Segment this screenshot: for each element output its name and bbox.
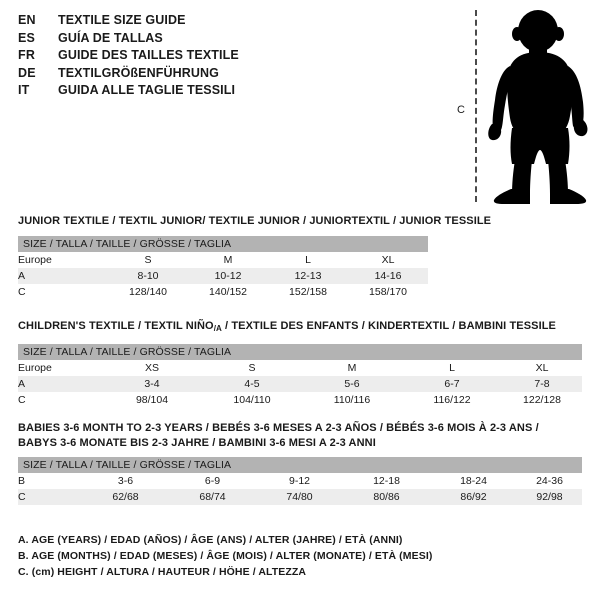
legend-item-c: C. (cm) HEIGHT / ALTURA / HAUTEUR / HÖHE… — [18, 566, 307, 578]
cell: 3-6 — [82, 473, 169, 489]
row-label: C — [18, 391, 102, 408]
junior-size-table: SIZE / TALLA / TAILLE / GRÖSSE / TAGLIA … — [18, 235, 428, 300]
height-measure-label: C — [457, 104, 465, 116]
cell: 24-36 — [517, 473, 582, 489]
language-row: FR GUIDE DES TAILLES TEXTILE — [18, 48, 418, 66]
guide-title: TEXTILGRÖßENFÜHRUNG — [58, 65, 219, 80]
cell: 92/98 — [517, 489, 582, 505]
section-title-babies-line2: BABYS 3-6 MONATE BIS 2-3 JAHRE / BAMBINI… — [18, 436, 376, 449]
cell: 9-12 — [256, 473, 343, 489]
table-row: A 8-10 10-12 12-13 14-16 — [18, 267, 428, 284]
cell: 4-5 — [202, 375, 302, 392]
row-label: Europe — [18, 251, 108, 268]
cell: 86/92 — [430, 489, 517, 505]
language-row: DE TEXTILGRÖßENFÜHRUNG — [18, 66, 418, 84]
children-size-table: SIZE / TALLA / TAILLE / GRÖSSE / TAGLIA … — [18, 343, 582, 408]
section-junior-textile: JUNIOR TEXTILE / TEXTIL JUNIOR/ TEXTILE … — [18, 214, 491, 300]
cell: 62/68 — [82, 489, 169, 505]
table-header-bar: SIZE / TALLA / TAILLE / GRÖSSE / TAGLIA — [18, 343, 582, 360]
legend-list: A. AGE (YEARS) / EDAD (AÑOS) / ÂGE (ANS)… — [18, 532, 432, 580]
cell: M — [188, 251, 268, 268]
cell: 68/74 — [169, 489, 256, 505]
table-row: B 3-6 6-9 9-12 12-18 18-24 24-36 — [18, 473, 582, 489]
cell: 158/170 — [348, 283, 428, 300]
cell: 6-7 — [402, 375, 502, 392]
cell: 110/116 — [302, 391, 402, 408]
cell: L — [268, 251, 348, 268]
size-bar-label: SIZE / TALLA / TAILLE / GRÖSSE / TAGLIA — [18, 235, 428, 252]
cell: 152/158 — [268, 283, 348, 300]
section-title-junior: JUNIOR TEXTILE / TEXTIL JUNIOR/ TEXTILE … — [18, 215, 492, 227]
table-row: A 3-4 4-5 5-6 6-7 7-8 — [18, 375, 582, 392]
legend-item-a: A. AGE (YEARS) / EDAD (AÑOS) / ÂGE (ANS)… — [18, 534, 403, 546]
cell: 98/104 — [102, 391, 202, 408]
language-row: EN TEXTILE SIZE GUIDE — [18, 13, 418, 31]
row-label: B — [18, 473, 82, 489]
cell: 5-6 — [302, 375, 402, 392]
cell: 7-8 — [502, 375, 582, 392]
table-header-bar: SIZE / TALLA / TAILLE / GRÖSSE / TAGLIA — [18, 457, 582, 473]
section-title-children-sub: /A — [213, 324, 222, 333]
cell: 12-18 — [343, 473, 430, 489]
table-row: Europe XS S M L XL — [18, 359, 582, 376]
measurement-figure: C — [440, 0, 600, 210]
height-measure-line — [475, 10, 477, 202]
cell: 104/110 — [202, 391, 302, 408]
language-code: DE — [18, 65, 36, 80]
size-bar-label: SIZE / TALLA / TAILLE / GRÖSSE / TAGLIA — [18, 457, 582, 473]
cell: 18-24 — [430, 473, 517, 489]
cell: 3-4 — [102, 375, 202, 392]
cell: 128/140 — [108, 283, 188, 300]
legend-item-b: B. AGE (MONTHS) / EDAD (MESES) / ÂGE (MO… — [18, 550, 433, 562]
language-code: EN — [18, 13, 36, 27]
cell: XS — [102, 359, 202, 376]
language-code: ES — [18, 30, 36, 45]
cell: S — [202, 359, 302, 376]
section-childrens-textile: CHILDREN'S TEXTILE / TEXTIL NIÑO/A / TEX… — [18, 319, 582, 408]
table-row: C 62/68 68/74 74/80 80/86 86/92 92/98 — [18, 489, 582, 505]
table-row: C 98/104 104/110 110/116 116/122 122/128 — [18, 391, 582, 408]
cell: 10-12 — [188, 267, 268, 284]
language-code: FR — [18, 48, 36, 62]
table-row: Europe S M L XL — [18, 251, 428, 268]
language-row: IT GUIDA ALLE TAGLIE TESSILI — [18, 83, 418, 101]
row-label: C — [18, 489, 82, 505]
section-title-children-post: / TEXTILE DES ENFANTS / KINDERTEXTIL / B… — [221, 320, 556, 332]
cell: 140/152 — [188, 283, 268, 300]
row-label: A — [18, 267, 108, 284]
row-label: C — [18, 283, 108, 300]
row-label: Europe — [18, 359, 102, 376]
guide-title: GUIDE DES TAILLES TEXTILE — [58, 48, 239, 62]
guide-title: TEXTILE SIZE GUIDE — [58, 13, 186, 27]
table-row: C 128/140 140/152 152/158 158/170 — [18, 283, 428, 300]
cell: L — [402, 359, 502, 376]
section-title-children-pre: CHILDREN'S TEXTILE / TEXTIL NIÑO — [18, 320, 214, 332]
language-title-list: EN TEXTILE SIZE GUIDE ES GUÍA DE TALLAS … — [18, 13, 418, 101]
cell: 116/122 — [402, 391, 502, 408]
guide-title: GUÍA DE TALLAS — [58, 30, 163, 45]
cell: 122/128 — [502, 391, 582, 408]
cell: 6-9 — [169, 473, 256, 489]
cell: S — [108, 251, 188, 268]
section-title-babies-line1: BABIES 3-6 MONTH TO 2-3 YEARS / BEBÉS 3-… — [18, 422, 539, 434]
cell: 8-10 — [108, 267, 188, 284]
cell: XL — [348, 251, 428, 268]
cell: 74/80 — [256, 489, 343, 505]
size-bar-label: SIZE / TALLA / TAILLE / GRÖSSE / TAGLIA — [18, 343, 582, 360]
section-title-children: CHILDREN'S TEXTILE / TEXTIL NIÑO/A / TEX… — [18, 319, 582, 337]
cell: 12-13 — [268, 267, 348, 284]
guide-title: GUIDA ALLE TAGLIE TESSILI — [58, 83, 236, 97]
section-babies-textile: BABIES 3-6 MONTH TO 2-3 YEARS / BEBÉS 3-… — [18, 421, 582, 505]
language-code: IT — [18, 83, 30, 97]
language-row: ES GUÍA DE TALLAS — [18, 31, 418, 49]
section-title-babies: BABIES 3-6 MONTH TO 2-3 YEARS / BEBÉS 3-… — [18, 421, 582, 450]
row-label: A — [18, 375, 102, 392]
cell: XL — [502, 359, 582, 376]
toddler-silhouette-icon — [488, 10, 588, 204]
cell: 80/86 — [343, 489, 430, 505]
cell: 14-16 — [348, 267, 428, 284]
table-header-bar: SIZE / TALLA / TAILLE / GRÖSSE / TAGLIA — [18, 235, 428, 252]
cell: M — [302, 359, 402, 376]
babies-size-table: SIZE / TALLA / TAILLE / GRÖSSE / TAGLIA … — [18, 457, 582, 505]
